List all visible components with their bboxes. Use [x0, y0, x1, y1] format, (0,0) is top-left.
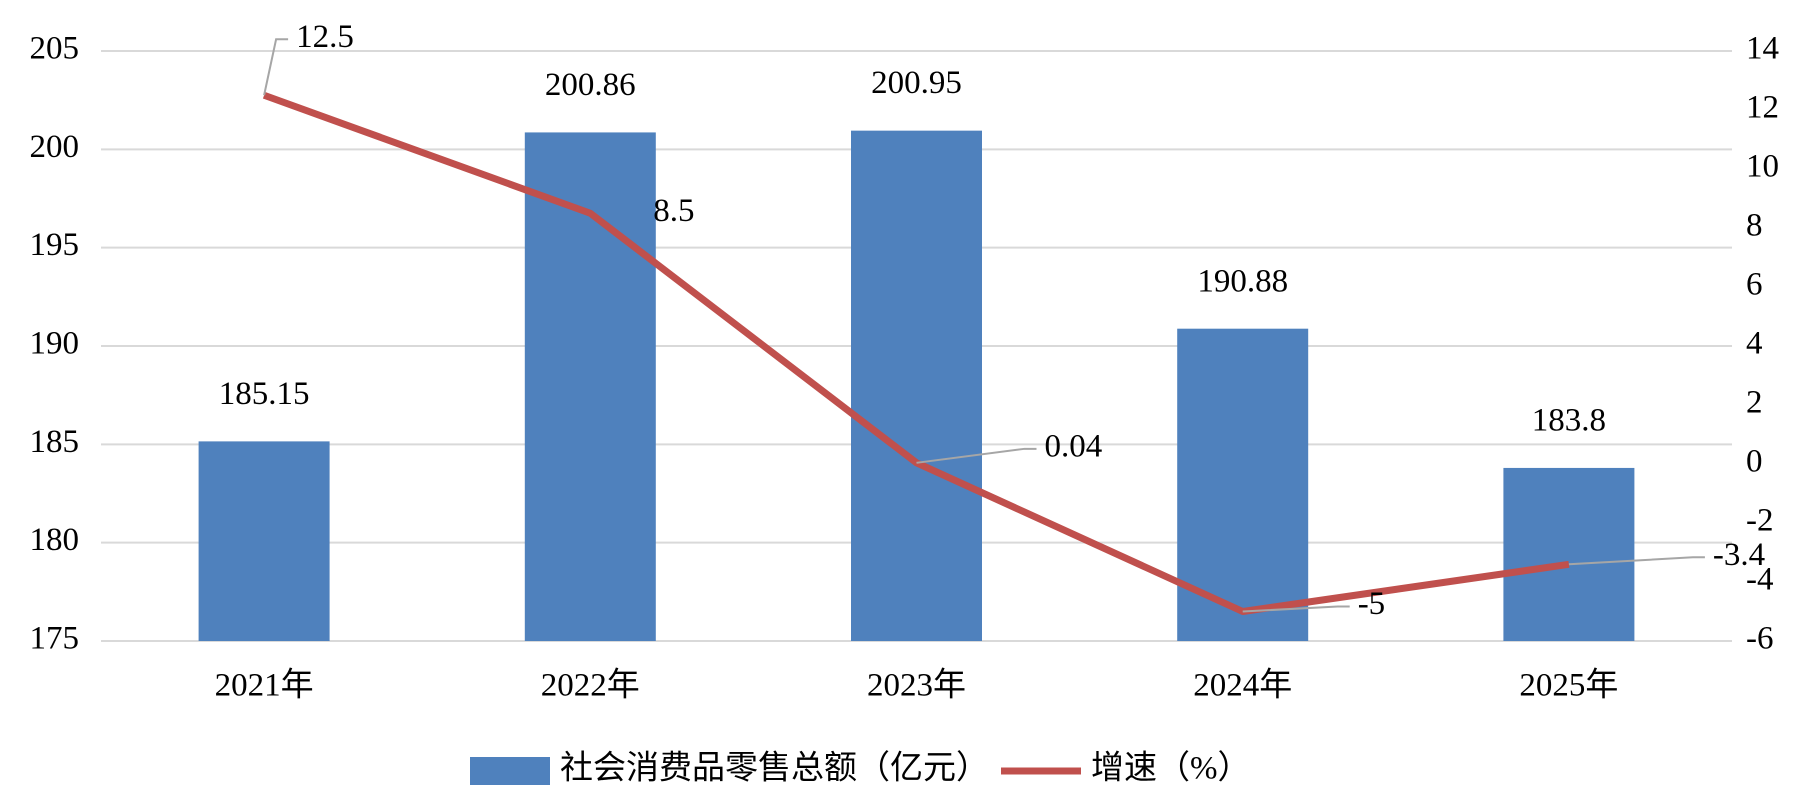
line-value-label: 12.5 — [296, 19, 354, 55]
legend-label: 增速（%） — [1091, 750, 1251, 787]
line-value-label: -5 — [1358, 586, 1386, 622]
leader-line — [263, 38, 289, 96]
x-tick-label: 2023年 — [867, 667, 966, 704]
y-tick-label: 180 — [30, 522, 80, 558]
y2-tick-label: 10 — [1746, 149, 1779, 185]
y-tick-label: 175 — [30, 621, 80, 657]
x-tick-label: 2025年 — [1519, 667, 1618, 704]
y-tick-label: 205 — [30, 31, 80, 67]
y2-tick-label: 8 — [1746, 208, 1763, 244]
y2-tick-label: 6 — [1746, 267, 1763, 303]
bar-value-label: 183.8 — [1532, 403, 1606, 439]
legend-label: 社会消费品零售总额（亿元） — [560, 750, 989, 787]
x-tick-label: 2024年 — [1193, 667, 1292, 704]
y2-tick-label: -4 — [1746, 562, 1774, 598]
y2-tick-label: -6 — [1746, 621, 1774, 657]
bar-value-label: 185.15 — [219, 376, 310, 412]
y2-tick-label: 4 — [1746, 326, 1763, 362]
bar — [851, 130, 982, 641]
line-value-label: 0.04 — [1045, 428, 1103, 464]
line-value-label: -3.4 — [1713, 537, 1765, 573]
leader-line — [916, 447, 1037, 464]
y2-tick-label: 14 — [1746, 31, 1779, 67]
y-tick-label: 190 — [30, 326, 80, 362]
bar — [524, 132, 656, 642]
x-tick-label: 2022年 — [541, 667, 640, 704]
bar-value-label: 200.95 — [871, 65, 962, 101]
bar — [1503, 467, 1635, 641]
legend-swatch — [470, 757, 550, 785]
leader-line — [1242, 605, 1350, 613]
y-tick-label: 185 — [30, 424, 80, 460]
y-tick-label: 195 — [30, 227, 80, 263]
leader-line — [1568, 556, 1705, 566]
line-value-label: 8.5 — [653, 193, 694, 229]
y2-tick-label: 12 — [1746, 90, 1779, 126]
y2-tick-label: -2 — [1746, 503, 1774, 539]
bar-value-label: 190.88 — [1197, 263, 1288, 299]
y2-tick-label: 2 — [1746, 385, 1763, 421]
x-tick-label: 2021年 — [215, 667, 314, 704]
bar — [198, 441, 330, 641]
bar-value-label: 200.86 — [545, 67, 636, 103]
y2-tick-label: 0 — [1746, 444, 1763, 480]
y-tick-label: 200 — [30, 129, 80, 165]
